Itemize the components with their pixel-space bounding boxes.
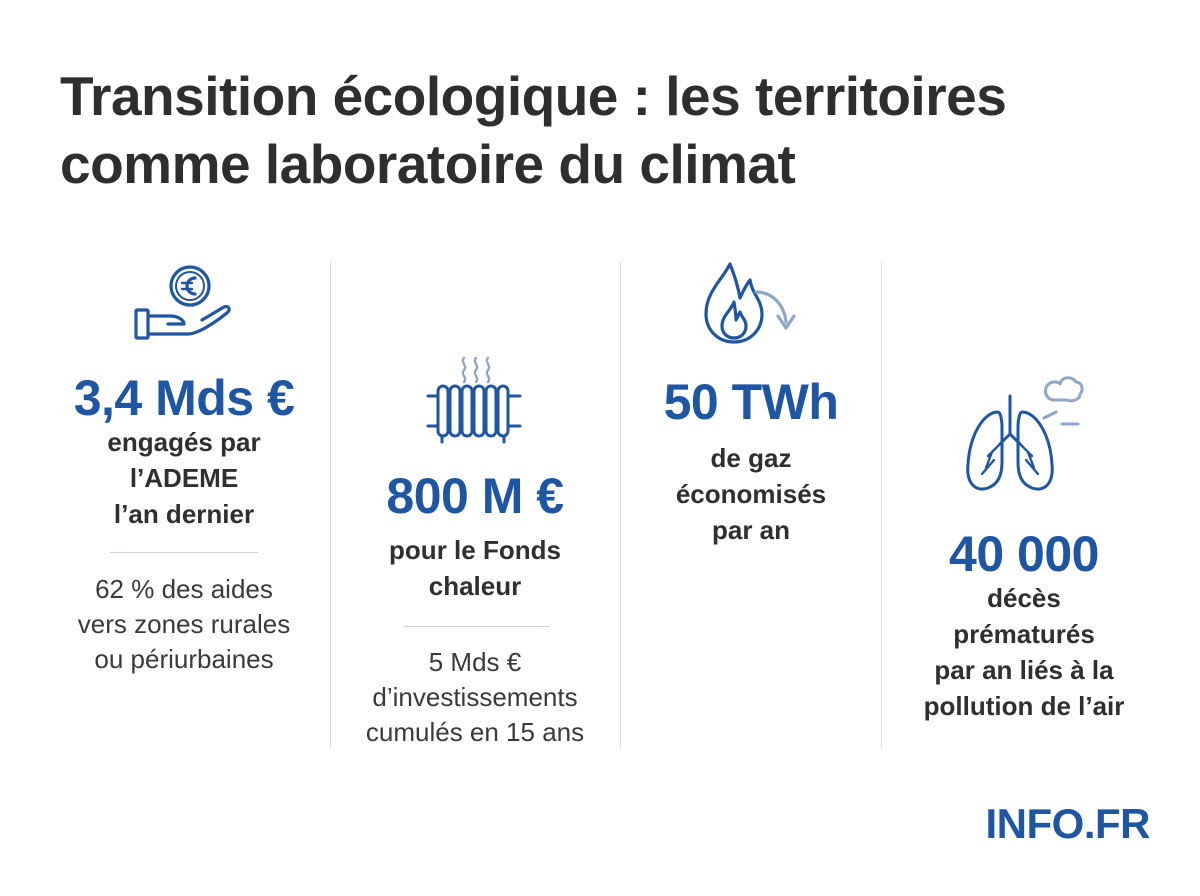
title-line-2: comme laboratoire du climat xyxy=(60,133,796,195)
hand-euro-coin-icon xyxy=(132,262,236,346)
gas-flame-down-icon xyxy=(700,258,800,350)
stat-description: décès prématurés par an liés à la pollut… xyxy=(923,583,1125,721)
separator-rule xyxy=(404,626,550,627)
stat-value: 50 TWh xyxy=(663,374,839,430)
lungs-pollution-icon xyxy=(962,372,1086,500)
stat-value: 3,4 Mds € xyxy=(73,370,295,426)
stat-description: pour le Fonds chaleur xyxy=(389,535,561,601)
stat-note: 5 Mds € d’investissements cumulés en 15 … xyxy=(365,647,585,747)
column-divider xyxy=(620,262,621,748)
stat-description: de gaz économisés par an xyxy=(675,443,827,545)
column-divider xyxy=(330,262,331,748)
radiator-icon xyxy=(424,354,524,446)
page-title: Transition écologique : les territoires … xyxy=(60,62,1160,198)
stat-note: 62 % des aides vers zones rurales ou pér… xyxy=(77,574,291,674)
stat-value: 40 000 xyxy=(949,526,1099,582)
stat-value: 800 M € xyxy=(386,468,564,524)
separator-rule xyxy=(110,552,258,553)
column-divider xyxy=(881,262,882,748)
brand-logo: INFO.FR xyxy=(985,800,1151,847)
stat-description: engagés par l’ADEME l’an dernier xyxy=(107,427,261,529)
title-line-1: Transition écologique : les territoires xyxy=(60,65,1007,127)
